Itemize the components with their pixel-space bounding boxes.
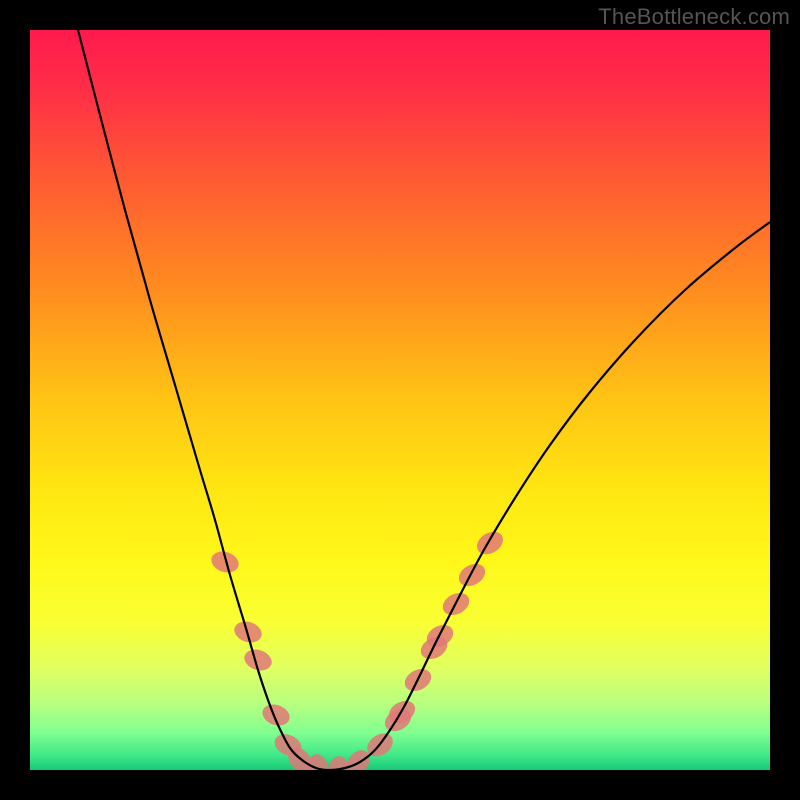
gradient-background	[30, 30, 770, 770]
watermark-text: TheBottleneck.com	[598, 4, 790, 30]
chart-container: TheBottleneck.com	[0, 0, 800, 800]
bottleneck-chart	[0, 0, 800, 800]
